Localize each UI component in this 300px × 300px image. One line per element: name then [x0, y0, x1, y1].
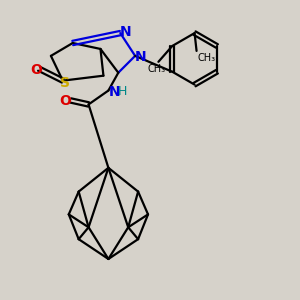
Text: N: N [119, 25, 131, 39]
Text: CH₃: CH₃ [197, 53, 215, 63]
Text: N: N [109, 85, 120, 98]
Text: N: N [134, 50, 146, 64]
Text: CH₃: CH₃ [147, 64, 166, 74]
Text: S: S [60, 76, 70, 90]
Text: O: O [59, 94, 71, 109]
Text: O: O [30, 63, 42, 77]
Text: H: H [118, 85, 127, 98]
